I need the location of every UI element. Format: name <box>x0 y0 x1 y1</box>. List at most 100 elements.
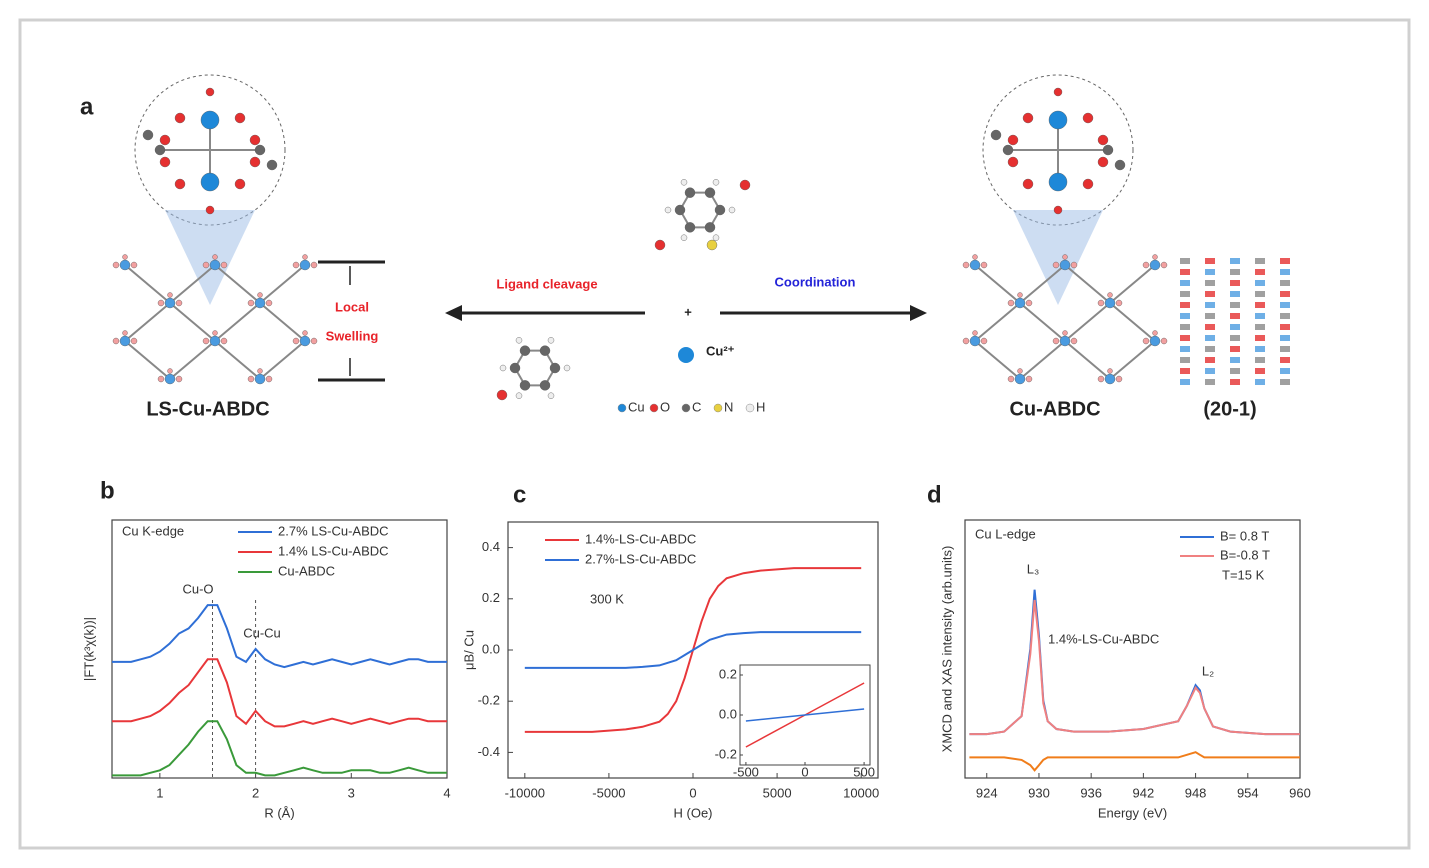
chain-atom <box>1230 313 1240 319</box>
atom <box>131 338 137 344</box>
legend-label: 2.7% LS-Cu-ABDC <box>278 523 389 538</box>
chain-atom <box>1230 357 1240 363</box>
atom <box>548 393 554 399</box>
atom <box>210 336 220 346</box>
chain-atom <box>1255 357 1265 363</box>
x-tick-label: 5000 <box>763 785 792 800</box>
chain-atom <box>1205 368 1215 374</box>
y-axis-label: |FT(k³χ(k))| <box>81 617 96 681</box>
atom <box>1026 300 1032 306</box>
atom <box>293 338 299 344</box>
atom <box>550 363 560 373</box>
atom <box>1103 145 1113 155</box>
chain-atom <box>1255 269 1265 275</box>
atom <box>1063 331 1068 336</box>
atom <box>713 179 719 185</box>
chain-atom <box>1205 302 1215 308</box>
atom <box>213 331 218 336</box>
atom <box>258 293 263 298</box>
atom <box>165 374 175 384</box>
atom <box>158 376 164 382</box>
atom <box>1026 376 1032 382</box>
atom <box>1083 113 1093 123</box>
atom <box>1150 260 1160 270</box>
atom <box>991 130 1001 140</box>
atom <box>266 300 272 306</box>
x-tick-label: 10000 <box>843 785 879 800</box>
atom <box>267 160 277 170</box>
atom <box>250 157 260 167</box>
legend-label: B=-0.8 T <box>1220 547 1270 562</box>
chain-atom <box>1230 368 1240 374</box>
chain-atom <box>1180 346 1190 352</box>
atom <box>516 393 522 399</box>
chain-atom <box>1255 291 1265 297</box>
atom <box>1098 135 1108 145</box>
atom <box>255 145 265 155</box>
element-label: H <box>756 399 765 414</box>
atom <box>1018 293 1023 298</box>
atom <box>131 262 137 268</box>
legend-label: B= 0.8 T <box>1220 528 1269 543</box>
atom <box>681 179 687 185</box>
chain-atom <box>1280 379 1290 385</box>
annotation: L₃ <box>1027 561 1040 576</box>
inset-y-tick-label: 0.0 <box>719 706 737 721</box>
x-tick-label: -10000 <box>505 785 545 800</box>
atom <box>120 336 130 346</box>
atom <box>707 240 717 250</box>
atom <box>1008 135 1018 145</box>
atom <box>300 336 310 346</box>
atom <box>1054 206 1062 214</box>
atom <box>1116 376 1122 382</box>
atom <box>255 374 265 384</box>
element-label: N <box>724 399 733 414</box>
chain-atom <box>1255 368 1265 374</box>
chain-atom <box>1180 291 1190 297</box>
chain-atom <box>1205 313 1215 319</box>
atom <box>206 206 214 214</box>
element-dot <box>650 404 658 412</box>
figure: a Local Swelling Ligand cleavage Coordin… <box>0 0 1429 868</box>
annotation: T=15 K <box>1222 567 1265 582</box>
cleavage-label: Ligand cleavage <box>496 276 597 291</box>
atom <box>1054 88 1062 96</box>
chain-atom <box>1180 335 1190 341</box>
chain-atom <box>1280 335 1290 341</box>
chain-atom <box>1255 280 1265 286</box>
atom <box>160 135 170 145</box>
chain-atom <box>1180 368 1190 374</box>
atom <box>1018 369 1023 374</box>
atom <box>1098 300 1104 306</box>
frame <box>20 20 1409 848</box>
atom <box>1105 298 1115 308</box>
atom <box>497 390 507 400</box>
atom <box>1008 300 1014 306</box>
atom <box>235 179 245 189</box>
chain-atom <box>1230 379 1240 385</box>
atom <box>235 113 245 123</box>
atom <box>564 365 570 371</box>
atom <box>1023 179 1033 189</box>
chain-atom <box>1180 302 1190 308</box>
chain-atom <box>1180 258 1190 264</box>
atom <box>1060 336 1070 346</box>
chain-atom <box>1280 313 1290 319</box>
atom <box>715 205 725 215</box>
ion-atom <box>678 347 694 363</box>
atom <box>1153 331 1158 336</box>
atom <box>165 298 175 308</box>
x-tick-label: 930 <box>1028 785 1050 800</box>
x-tick-label: 0 <box>689 785 696 800</box>
atom <box>155 145 165 155</box>
atom <box>293 262 299 268</box>
annotation: 300 K <box>590 591 624 606</box>
chain-atom <box>1180 280 1190 286</box>
atom <box>681 235 687 241</box>
atom <box>1150 336 1160 346</box>
x-axis-label: Energy (eV) <box>1098 805 1167 820</box>
atom <box>963 262 969 268</box>
plane-label: (20-1) <box>1203 398 1256 420</box>
chain-atom <box>1230 280 1240 286</box>
chain-atom <box>1205 269 1215 275</box>
